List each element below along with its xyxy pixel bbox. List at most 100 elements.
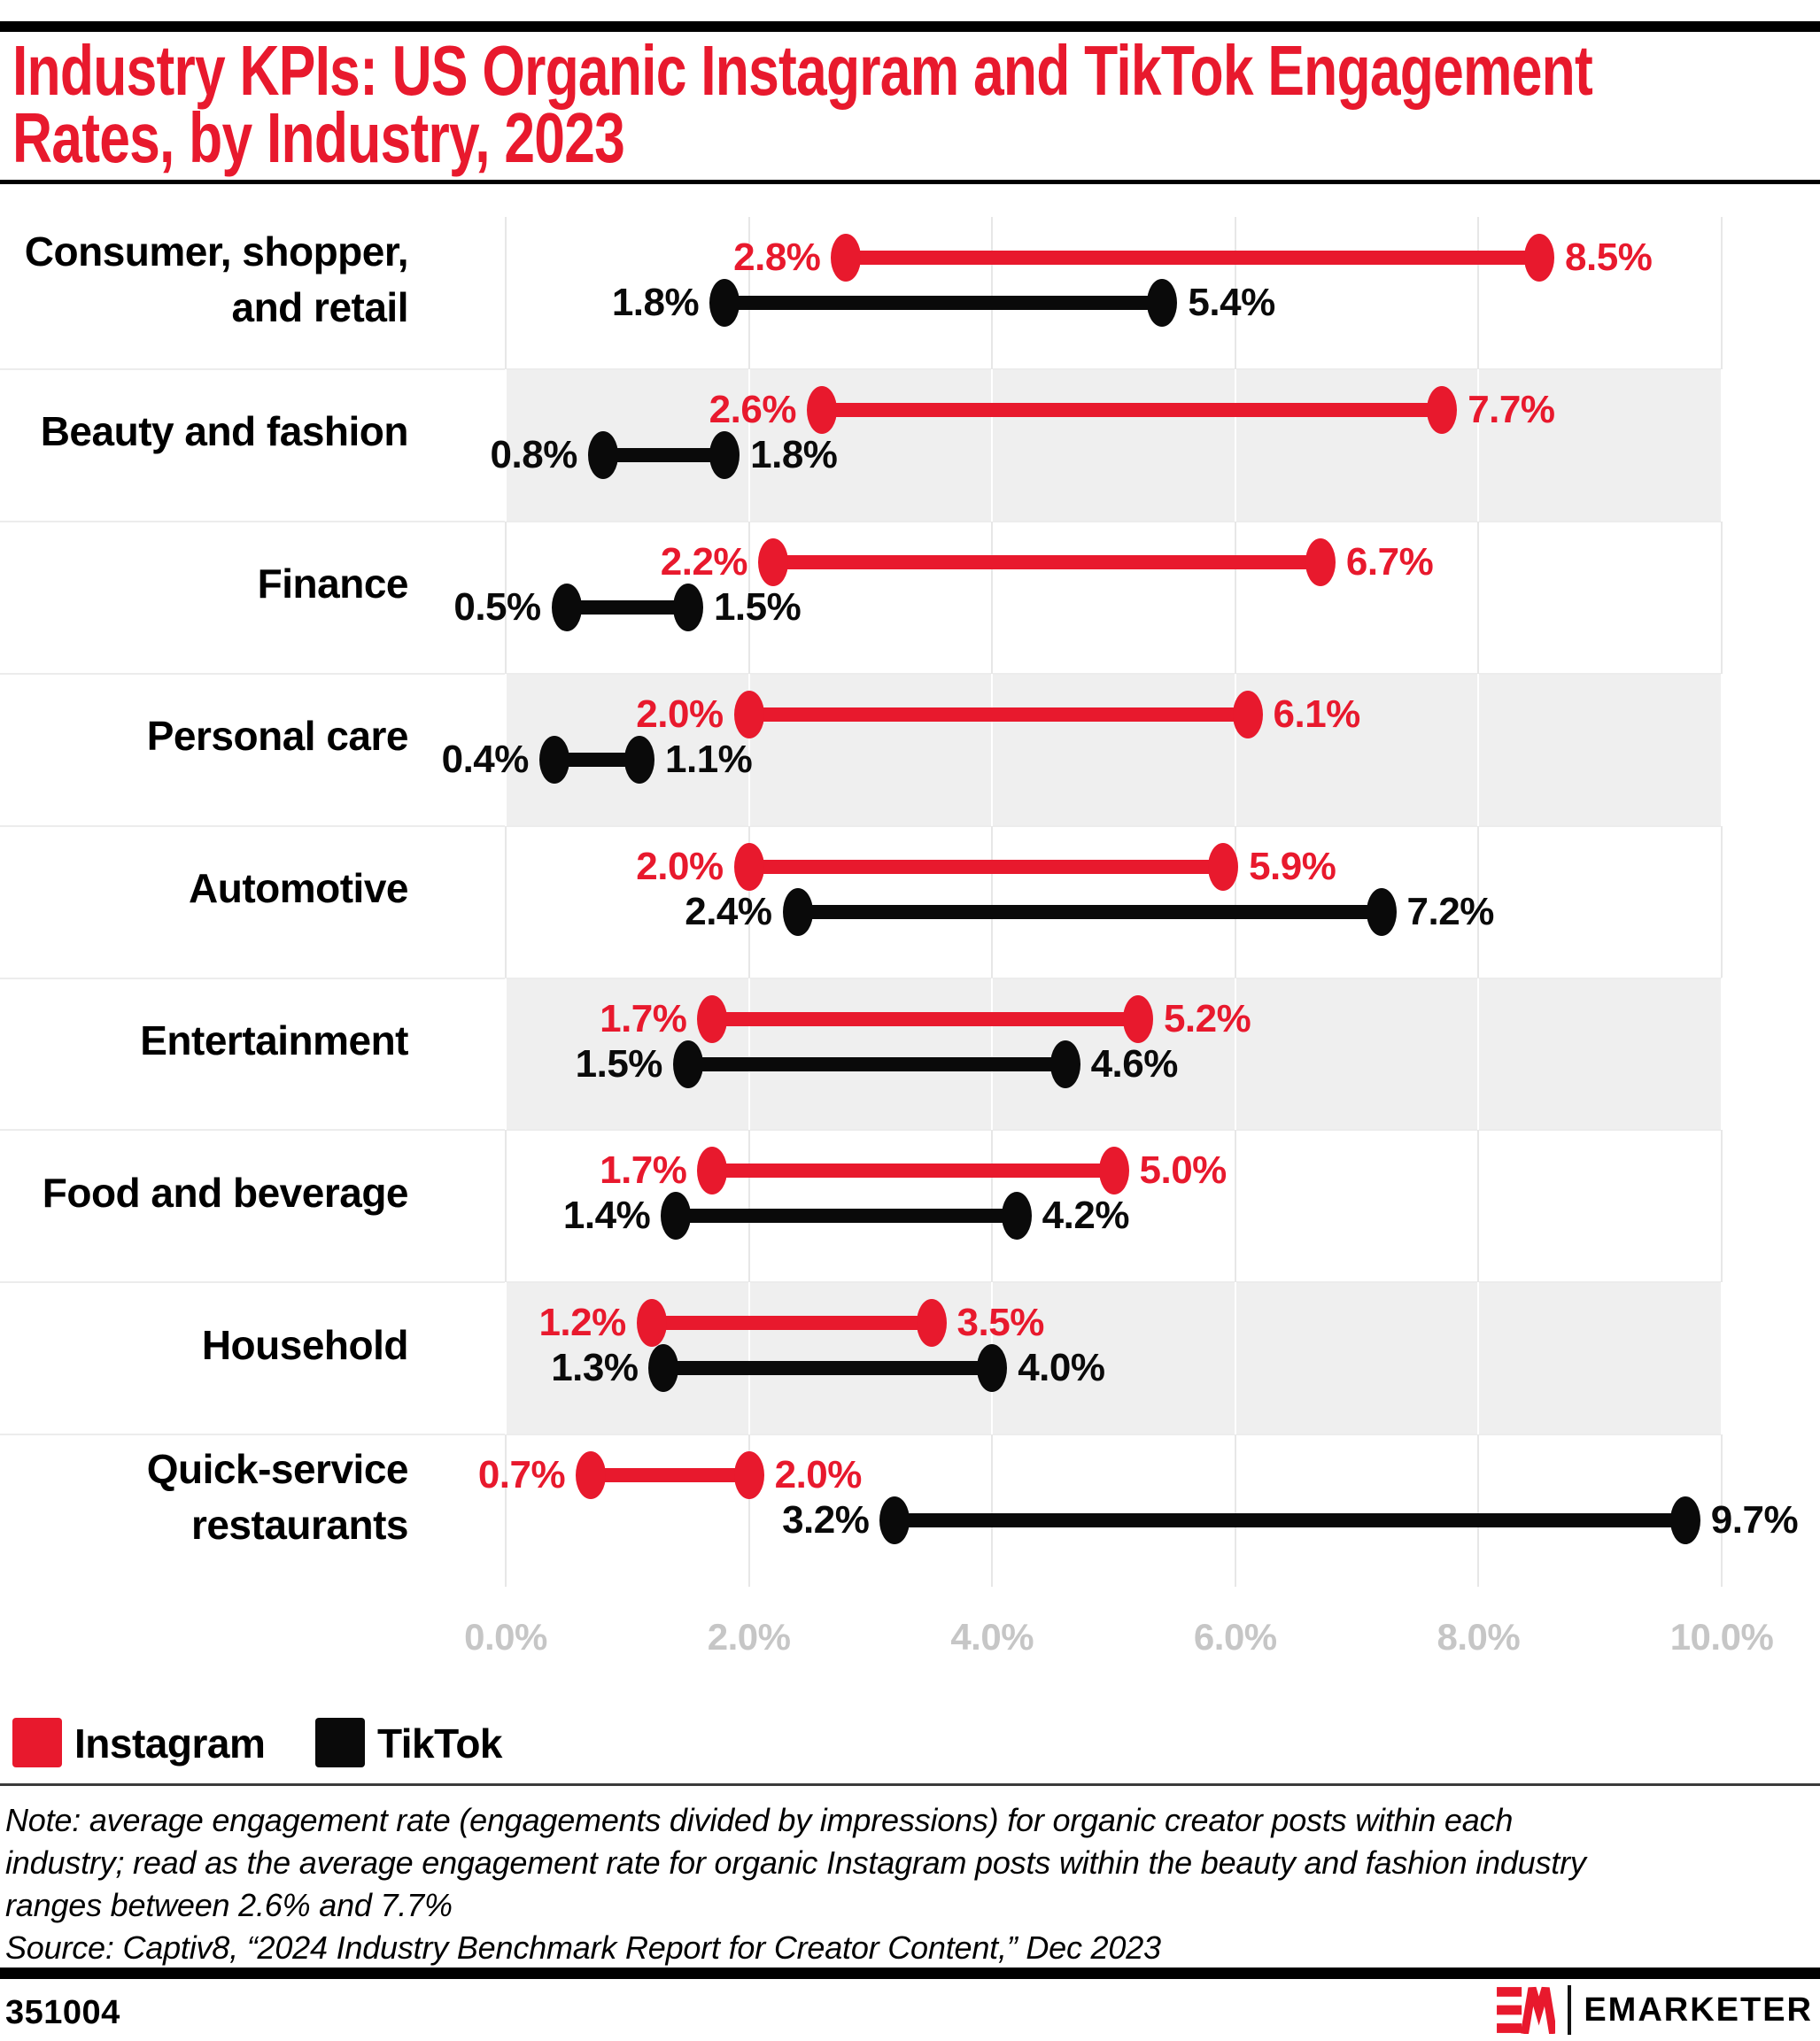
row-separator xyxy=(0,824,1722,827)
tiktok-min-value-label: 1.4% xyxy=(562,1194,651,1238)
gridline xyxy=(505,521,507,674)
industry-label-line: Automotive xyxy=(189,865,409,912)
x-axis-tick-label: 2.0% xyxy=(707,1616,791,1658)
gridline xyxy=(1721,673,1723,826)
tiktok-min-value-label: 1.3% xyxy=(551,1346,639,1390)
instagram-min-value-label: 2.6% xyxy=(709,387,797,431)
gridline xyxy=(747,217,750,369)
gridline xyxy=(747,368,750,522)
gridline xyxy=(747,521,750,674)
tiktok-range-line xyxy=(554,752,640,767)
industry-label-line: and retail xyxy=(231,284,408,330)
title-divider xyxy=(0,180,1820,184)
gridline xyxy=(1721,1130,1723,1283)
gridline xyxy=(505,825,507,978)
tiktok-range-line xyxy=(724,296,1163,310)
tiktok-min-value-label: 0.4% xyxy=(441,737,530,781)
tiktok-range-line xyxy=(602,447,725,462)
instagram-range-line xyxy=(846,251,1540,265)
instagram-range-line xyxy=(651,1316,932,1331)
gridline xyxy=(991,368,994,522)
instagram-max-value-label: 5.2% xyxy=(1163,996,1251,1040)
page-title-line-1: Industry KPIs: US Organic Instagram and … xyxy=(12,31,1593,110)
note-divider xyxy=(0,1783,1820,1786)
instagram-min-dot xyxy=(697,1147,728,1195)
instagram-min-dot xyxy=(576,1451,607,1500)
tiktok-min-dot xyxy=(672,1040,703,1088)
row-separator xyxy=(0,1129,1722,1132)
gridline xyxy=(505,217,507,369)
instagram-range-line xyxy=(773,554,1320,569)
tiktok-range-line xyxy=(663,1361,993,1376)
tiktok-max-dot xyxy=(672,583,703,631)
industry-label-line: Finance xyxy=(257,561,409,607)
gridline xyxy=(505,1434,507,1588)
tiktok-range-line xyxy=(687,1056,1065,1071)
industry-label: Consumer, shopper, and retail xyxy=(0,224,409,336)
tiktok-max-value-label: 1.8% xyxy=(750,432,838,476)
industry-label: Household xyxy=(0,1318,409,1373)
instagram-max-dot xyxy=(1305,537,1336,586)
tiktok-max-value-label: 1.1% xyxy=(665,737,753,781)
tiktok-max-dot xyxy=(1669,1496,1700,1545)
gridline xyxy=(1234,673,1236,826)
logo-divider xyxy=(1568,1985,1572,2035)
tiktok-max-value-label: 4.2% xyxy=(1042,1194,1130,1238)
gridline xyxy=(747,825,750,978)
industry-label: Finance xyxy=(0,556,409,612)
instagram-min-value-label: 1.7% xyxy=(600,1148,687,1193)
emarketer-logo: EMARKETER xyxy=(1497,1985,1813,2035)
industry-label-line: Food and beverage xyxy=(42,1169,409,1216)
gridline xyxy=(747,673,750,826)
tiktok-min-value-label: 1.5% xyxy=(575,1041,663,1086)
instagram-min-value-label: 2.2% xyxy=(660,539,748,584)
industry-label: Beauty and fashion xyxy=(0,404,409,460)
tiktok-range-line xyxy=(676,1209,1017,1224)
x-axis-tick-label: 4.0% xyxy=(950,1616,1034,1658)
gridline xyxy=(1477,825,1480,978)
tiktok-min-value-label: 0.8% xyxy=(490,432,578,476)
industry-label: Personal care xyxy=(0,708,409,764)
note-line: ranges between 2.6% and 7.7% xyxy=(5,1887,453,1923)
gridline xyxy=(505,673,507,826)
instagram-min-value-label: 2.0% xyxy=(636,692,724,736)
instagram-min-value-label: 1.7% xyxy=(600,996,687,1040)
instagram-min-value-label: 2.0% xyxy=(636,844,724,888)
row-band xyxy=(506,1282,1722,1435)
tiktok-range-line xyxy=(566,599,688,615)
gridline xyxy=(1477,1282,1480,1435)
x-axis-tick-label: 0.0% xyxy=(464,1616,547,1658)
legend-swatch-instagram xyxy=(12,1718,62,1767)
gridline xyxy=(747,978,750,1131)
tiktok-min-value-label: 2.4% xyxy=(685,889,772,933)
tiktok-min-dot xyxy=(661,1192,692,1241)
instagram-min-dot xyxy=(806,385,837,434)
gridline xyxy=(991,978,994,1131)
tiktok-min-dot xyxy=(538,735,569,784)
brand-wordmark: EMARKETER xyxy=(1584,1991,1813,2029)
gridline xyxy=(1234,1130,1236,1283)
instagram-max-dot xyxy=(1208,842,1239,891)
x-axis-tick-label: 10.0% xyxy=(1669,1616,1774,1658)
row-separator xyxy=(0,367,1722,370)
instagram-max-value-label: 6.1% xyxy=(1273,692,1361,736)
gridline xyxy=(1477,673,1480,826)
chart-id: 351004 xyxy=(5,1994,120,2031)
tiktok-max-dot xyxy=(709,430,740,479)
tiktok-min-dot xyxy=(709,279,740,327)
instagram-min-value-label: 1.2% xyxy=(538,1301,626,1345)
tiktok-min-dot xyxy=(551,583,582,631)
tiktok-max-value-label: 1.5% xyxy=(713,584,802,629)
industry-label: Automotive xyxy=(0,861,409,916)
gridline xyxy=(1234,1282,1236,1435)
industry-label: Food and beverage xyxy=(0,1165,409,1221)
instagram-min-value-label: 0.7% xyxy=(477,1453,566,1497)
instagram-range-line xyxy=(748,707,1248,722)
instagram-max-dot xyxy=(1427,385,1458,434)
top-black-bar xyxy=(0,21,1820,32)
instagram-max-dot xyxy=(1232,690,1263,738)
instagram-range-line xyxy=(748,859,1224,874)
gridline xyxy=(1721,217,1723,369)
